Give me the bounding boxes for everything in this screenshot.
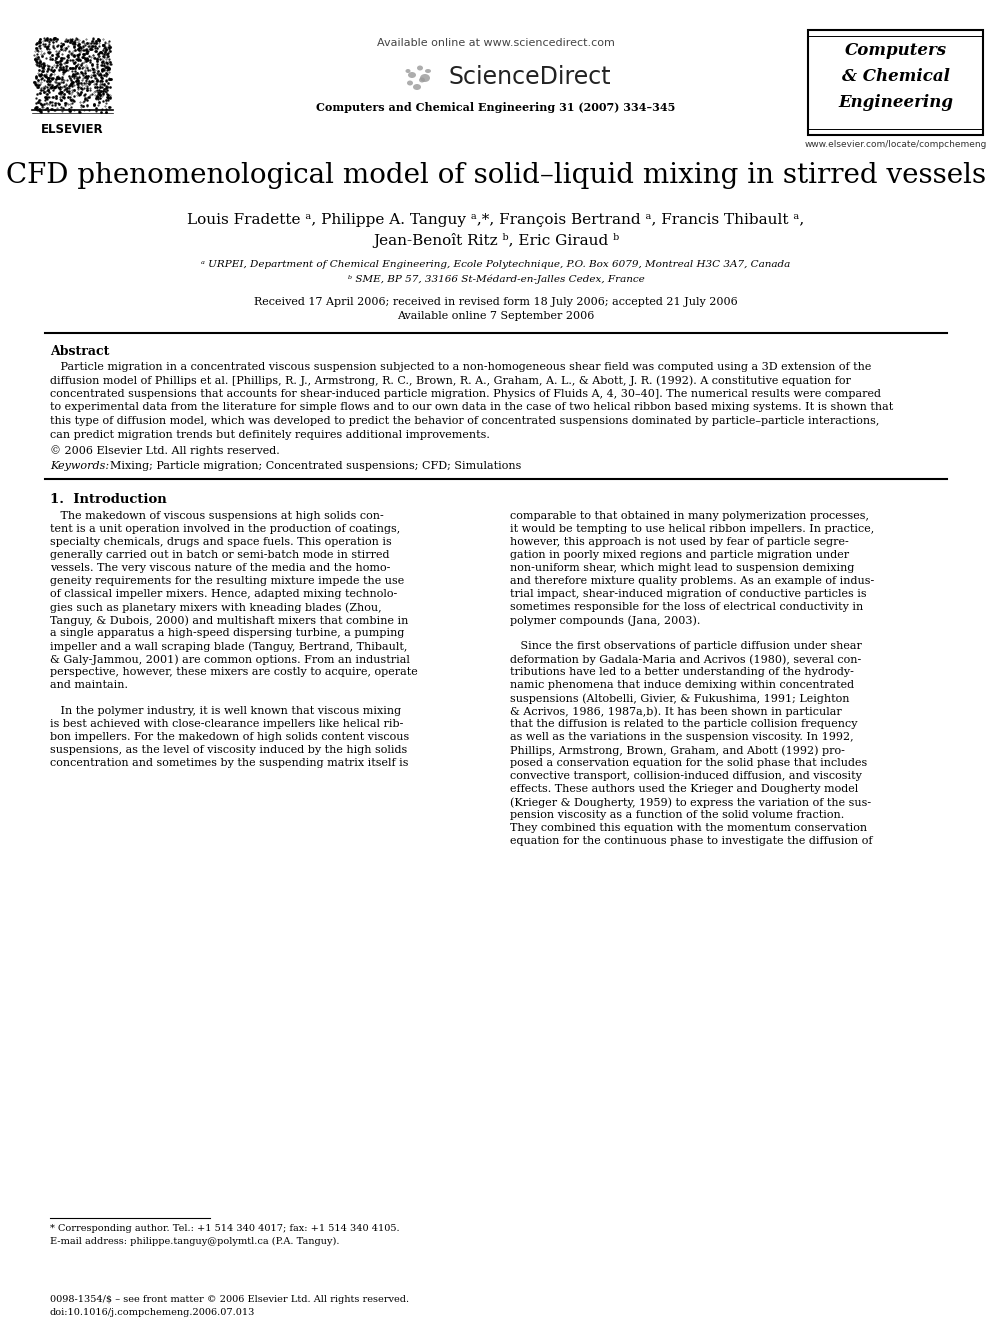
Text: sometimes responsible for the loss of electrical conductivity in: sometimes responsible for the loss of el… (510, 602, 863, 613)
Text: In the polymer industry, it is well known that viscous mixing: In the polymer industry, it is well know… (50, 706, 401, 716)
Text: equation for the continuous phase to investigate the diffusion of: equation for the continuous phase to inv… (510, 836, 873, 845)
Text: * Corresponding author. Tel.: +1 514 340 4017; fax: +1 514 340 4105.: * Corresponding author. Tel.: +1 514 340… (50, 1224, 400, 1233)
Ellipse shape (417, 66, 423, 70)
Text: Phillips, Armstrong, Brown, Graham, and Abott (1992) pro-: Phillips, Armstrong, Brown, Graham, and … (510, 745, 845, 755)
Ellipse shape (406, 69, 411, 73)
Text: that the diffusion is related to the particle collision frequency: that the diffusion is related to the par… (510, 718, 857, 729)
Text: ᵃ URPEI, Department of Chemical Engineering, Ecole Polytechnique, P.O. Box 6079,: ᵃ URPEI, Department of Chemical Engineer… (201, 261, 791, 269)
Text: this type of diffusion model, which was developed to predict the behavior of con: this type of diffusion model, which was … (50, 415, 879, 426)
Text: Mixing; Particle migration; Concentrated suspensions; CFD; Simulations: Mixing; Particle migration; Concentrated… (110, 460, 522, 471)
Text: polymer compounds (Jana, 2003).: polymer compounds (Jana, 2003). (510, 615, 700, 626)
Text: ScienceDirect: ScienceDirect (448, 65, 611, 89)
Text: specialty chemicals, drugs and space fuels. This operation is: specialty chemicals, drugs and space fue… (50, 537, 392, 546)
Text: of classical impeller mixers. Hence, adapted mixing technolo-: of classical impeller mixers. Hence, ada… (50, 589, 397, 599)
Text: trial impact, shear-induced migration of conductive particles is: trial impact, shear-induced migration of… (510, 589, 867, 599)
Text: to experimental data from the literature for simple flows and to our own data in: to experimental data from the literature… (50, 402, 893, 413)
Ellipse shape (413, 83, 421, 90)
Text: suspensions, as the level of viscosity induced by the high solids: suspensions, as the level of viscosity i… (50, 745, 408, 755)
Text: deformation by Gadala-Maria and Acrivos (1980), several con-: deformation by Gadala-Maria and Acrivos … (510, 654, 861, 664)
Text: & Galy-Jammou, 2001) are common options. From an industrial: & Galy-Jammou, 2001) are common options.… (50, 654, 410, 664)
Text: The makedown of viscous suspensions at high solids con-: The makedown of viscous suspensions at h… (50, 511, 384, 521)
Text: 0098-1354/$ – see front matter © 2006 Elsevier Ltd. All rights reserved.: 0098-1354/$ – see front matter © 2006 El… (50, 1295, 409, 1304)
Text: convective transport, collision-induced diffusion, and viscosity: convective transport, collision-induced … (510, 771, 862, 781)
Bar (808, 30, 983, 135)
Ellipse shape (408, 71, 416, 78)
Text: gies such as planetary mixers with kneading blades (Zhou,: gies such as planetary mixers with knead… (50, 602, 382, 613)
Text: is best achieved with close-clearance impellers like helical rib-: is best achieved with close-clearance im… (50, 718, 404, 729)
Text: Jean-Benoît Ritz ᵇ, Eric Giraud ᵇ: Jean-Benoît Ritz ᵇ, Eric Giraud ᵇ (373, 233, 619, 247)
Text: & Acrivos, 1986, 1987a,b). It has been shown in particular: & Acrivos, 1986, 1987a,b). It has been s… (510, 706, 842, 717)
Text: Computers and Chemical Engineering 31 (2007) 334–345: Computers and Chemical Engineering 31 (2… (316, 102, 676, 112)
Text: Keywords:: Keywords: (50, 460, 116, 471)
Text: ᵇ SME, BP 57, 33166 St-Médard-en-Jalles Cedex, France: ᵇ SME, BP 57, 33166 St-Médard-en-Jalles … (347, 275, 645, 284)
Text: concentrated suspensions that accounts for shear-induced particle migration. Phy: concentrated suspensions that accounts f… (50, 389, 881, 400)
Text: © 2006 Elsevier Ltd. All rights reserved.: © 2006 Elsevier Ltd. All rights reserved… (50, 445, 280, 456)
Text: and maintain.: and maintain. (50, 680, 128, 691)
Text: Louis Fradette ᵃ, Philippe A. Tanguy ᵃ,*, François Bertrand ᵃ, Francis Thibault : Louis Fradette ᵃ, Philippe A. Tanguy ᵃ,*… (187, 213, 805, 228)
Text: vessels. The very viscous nature of the media and the homo-: vessels. The very viscous nature of the … (50, 564, 391, 573)
Text: Since the first observations of particle diffusion under shear: Since the first observations of particle… (510, 642, 862, 651)
Ellipse shape (419, 78, 425, 82)
Text: Available online at www.sciencedirect.com: Available online at www.sciencedirect.co… (377, 38, 615, 48)
Text: & Chemical: & Chemical (841, 67, 949, 85)
Text: a single apparatus a high-speed dispersing turbine, a pumping: a single apparatus a high-speed dispersi… (50, 628, 405, 638)
Text: Tanguy, & Dubois, 2000) and multishaft mixers that combine in: Tanguy, & Dubois, 2000) and multishaft m… (50, 615, 409, 626)
Text: namic phenomena that induce demixing within concentrated: namic phenomena that induce demixing wit… (510, 680, 854, 691)
Text: (Krieger & Dougherty, 1959) to express the variation of the sus-: (Krieger & Dougherty, 1959) to express t… (510, 796, 871, 807)
Text: non-uniform shear, which might lead to suspension demixing: non-uniform shear, which might lead to s… (510, 564, 854, 573)
Text: E-mail address: philippe.tanguy@polymtl.ca (P.A. Tanguy).: E-mail address: philippe.tanguy@polymtl.… (50, 1237, 339, 1246)
Text: as well as the variations in the suspension viscosity. In 1992,: as well as the variations in the suspens… (510, 732, 854, 742)
Text: can predict migration trends but definitely requires additional improvements.: can predict migration trends but definit… (50, 430, 490, 439)
Text: They combined this equation with the momentum conservation: They combined this equation with the mom… (510, 823, 867, 833)
Text: pension viscosity as a function of the solid volume fraction.: pension viscosity as a function of the s… (510, 810, 844, 820)
Text: it would be tempting to use helical ribbon impellers. In practice,: it would be tempting to use helical ribb… (510, 524, 874, 534)
Text: geneity requirements for the resulting mixture impede the use: geneity requirements for the resulting m… (50, 576, 405, 586)
Text: Particle migration in a concentrated viscous suspension subjected to a non-homog: Particle migration in a concentrated vis… (50, 363, 871, 372)
Ellipse shape (425, 69, 431, 73)
Text: Computers: Computers (844, 42, 946, 60)
Text: Engineering: Engineering (838, 94, 953, 111)
Text: suspensions (Altobelli, Givier, & Fukushima, 1991; Leighton: suspensions (Altobelli, Givier, & Fukush… (510, 693, 849, 704)
Text: tent is a unit operation involved in the production of coatings,: tent is a unit operation involved in the… (50, 524, 400, 534)
Text: concentration and sometimes by the suspending matrix itself is: concentration and sometimes by the suspe… (50, 758, 409, 767)
Text: CFD phenomenological model of solid–liquid mixing in stirred vessels: CFD phenomenological model of solid–liqu… (6, 161, 986, 189)
Text: however, this approach is not used by fear of particle segre-: however, this approach is not used by fe… (510, 537, 849, 546)
Text: gation in poorly mixed regions and particle migration under: gation in poorly mixed regions and parti… (510, 550, 849, 560)
Ellipse shape (420, 74, 430, 82)
Text: bon impellers. For the makedown of high solids content viscous: bon impellers. For the makedown of high … (50, 732, 410, 742)
Text: generally carried out in batch or semi-batch mode in stirred: generally carried out in batch or semi-b… (50, 550, 390, 560)
Text: comparable to that obtained in many polymerization processes,: comparable to that obtained in many poly… (510, 511, 869, 521)
Text: tributions have led to a better understanding of the hydrody-: tributions have led to a better understa… (510, 667, 854, 677)
Text: effects. These authors used the Krieger and Dougherty model: effects. These authors used the Krieger … (510, 785, 858, 794)
Text: Abstract: Abstract (50, 345, 109, 359)
Text: www.elsevier.com/locate/compchemeng: www.elsevier.com/locate/compchemeng (805, 140, 987, 149)
Text: posed a conservation equation for the solid phase that includes: posed a conservation equation for the so… (510, 758, 867, 767)
Text: Received 17 April 2006; received in revised form 18 July 2006; accepted 21 July : Received 17 April 2006; received in revi… (254, 296, 738, 307)
Text: 1.  Introduction: 1. Introduction (50, 493, 167, 505)
Text: and therefore mixture quality problems. As an example of indus-: and therefore mixture quality problems. … (510, 576, 874, 586)
Ellipse shape (407, 81, 413, 86)
Text: impeller and a wall scraping blade (Tanguy, Bertrand, Thibault,: impeller and a wall scraping blade (Tang… (50, 642, 408, 651)
Text: doi:10.1016/j.compchemeng.2006.07.013: doi:10.1016/j.compchemeng.2006.07.013 (50, 1308, 255, 1316)
Text: perspective, however, these mixers are costly to acquire, operate: perspective, however, these mixers are c… (50, 667, 418, 677)
Text: Available online 7 September 2006: Available online 7 September 2006 (398, 311, 594, 321)
Text: ELSEVIER: ELSEVIER (42, 123, 104, 136)
Text: diffusion model of Phillips et al. [Phillips, R. J., Armstrong, R. C., Brown, R.: diffusion model of Phillips et al. [Phil… (50, 376, 851, 386)
